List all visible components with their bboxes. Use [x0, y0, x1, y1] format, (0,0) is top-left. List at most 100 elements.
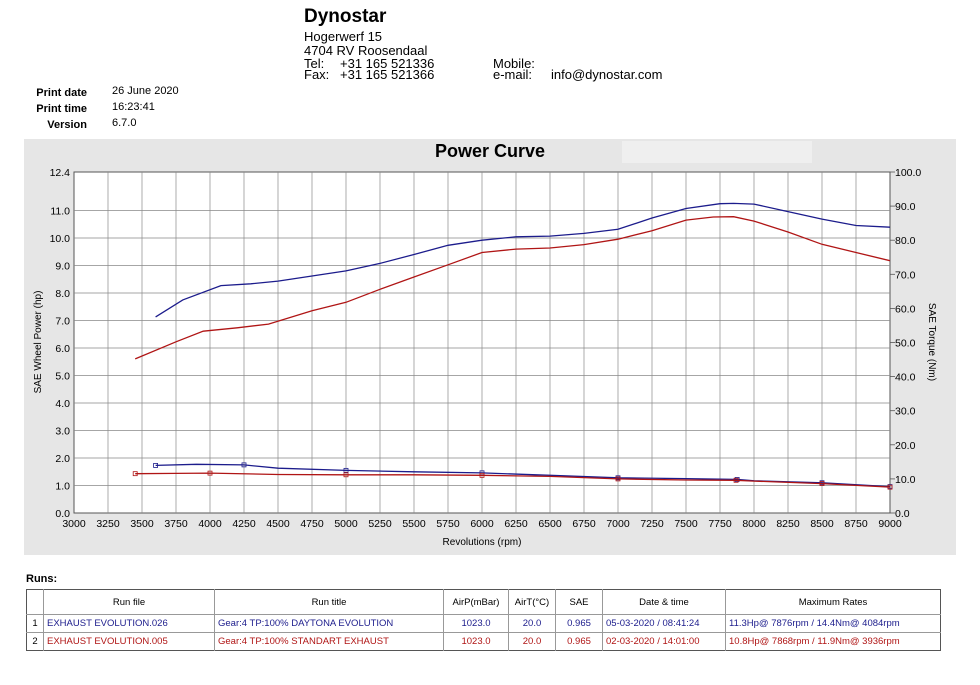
company-name: Dynostar: [304, 6, 387, 27]
y-tick-label: 9.0: [55, 261, 70, 273]
y-tick-label: 8.0: [55, 288, 70, 300]
data-point-run2: [819, 481, 825, 486]
y2-tick-label: 40.0: [895, 372, 916, 384]
y2-axis-label: SAE Torque (Nm): [926, 303, 937, 381]
x-tick-label: 7500: [674, 518, 698, 530]
y-tick-label: 12.4: [50, 167, 71, 179]
data-point-run2: [615, 476, 621, 482]
x-tick-label: 6750: [572, 518, 596, 530]
data-point-run1: [241, 462, 247, 468]
run-airt: 20.0: [508, 632, 556, 651]
run-airp: 1023.0: [443, 632, 509, 651]
data-point-run2: [887, 484, 893, 490]
x-tick-label: 4750: [300, 518, 324, 530]
run-title: Gear:4 TP:100% STANDART EXHAUST: [214, 632, 444, 651]
x-tick-label: 3250: [96, 518, 120, 530]
y-tick-label: 4.0: [55, 398, 70, 410]
run-number: 1: [26, 614, 44, 633]
data-point-run2: [733, 477, 739, 483]
x-tick-label: 5500: [402, 518, 426, 530]
y-tick-label: 7.0: [55, 316, 70, 328]
col-date-time: Date & time: [602, 589, 726, 615]
x-tick-label: 5000: [334, 518, 358, 530]
x-axis-label: Revolutions (rpm): [443, 537, 522, 548]
y2-tick-label: 90.0: [895, 201, 916, 213]
runs-header-row: Run file Run title AirP(mBar) AirT(°C) S…: [27, 589, 941, 615]
runs-label: Runs:: [26, 573, 58, 585]
grid: [74, 172, 890, 513]
x-tick-labels: 3000 3250 3500 3750 4000 4250 4500 4750 5000 5250…: [62, 518, 902, 530]
run-title: Gear:4 TP:100% DAYTONA EVOLUTION: [214, 614, 444, 633]
data-point-run1: [153, 463, 159, 468]
data-point-run2: [479, 472, 485, 478]
y2-tick-label: 70.0: [895, 269, 916, 281]
run-sae: 0.965: [555, 614, 603, 633]
y2-tick-label: 30.0: [895, 406, 916, 418]
x-tick-label: 4500: [266, 518, 290, 530]
series-line-run2-torque: [134, 216, 891, 360]
x-tick-label: 6250: [504, 518, 528, 530]
y2-tick-label: 20.0: [895, 440, 916, 452]
x-tick-label: 6000: [470, 518, 494, 530]
mobile-label: Mobile:: [493, 56, 535, 71]
y2-tick-label: 100.0: [895, 167, 921, 179]
y-tick-labels: 0.0 1.0 2.0 3.0 4.0 5.0 6.0 7.0 8.0 9.0 10.0 11.0 12…: [50, 167, 71, 520]
y2-tick-label: 60.0: [895, 303, 916, 315]
email-label: e-mail:: [493, 67, 533, 82]
col-run-title: Run title: [214, 589, 444, 615]
title-highlight: [622, 141, 812, 163]
company-city: 4704 RV Roosendaal: [304, 43, 428, 58]
run-date: 05-03-2020 / 08:41:24: [602, 614, 726, 633]
x-tick-label: 6500: [538, 518, 562, 530]
data-point-run2: [207, 470, 213, 476]
col-airp: AirP(mBar): [443, 589, 509, 615]
company-street: Hogerwerf 15: [304, 29, 383, 44]
table-row[interactable]: 1 EXHAUST EVOLUTION.026 Gear:4 TP:100% D…: [26, 614, 941, 633]
tel-number: +31 165 521336: [340, 56, 435, 71]
x-tick-label: 3000: [62, 518, 86, 530]
data-point-run1: [734, 477, 740, 482]
fax-label: Fax:: [304, 67, 330, 82]
data-point-run2: [132, 471, 138, 477]
x-tick-label: 8250: [776, 518, 800, 530]
x-tick-label: 8750: [844, 518, 868, 530]
print-time-label: Print time: [36, 103, 87, 115]
col-number: [27, 590, 44, 615]
table-row[interactable]: 2 EXHAUST EVOLUTION.005 Gear:4 TP:100% S…: [26, 632, 941, 651]
x-tick-label: 7250: [640, 518, 664, 530]
y2-tick-label: 50.0: [895, 338, 916, 350]
y2-tick-label: 80.0: [895, 235, 916, 247]
run-date: 02-03-2020 / 14:01:00: [602, 632, 726, 651]
print-date: 26 June 2020: [112, 85, 179, 97]
y-tick-label: 11.0: [50, 206, 70, 218]
x-tick-label: 5250: [368, 518, 392, 530]
run-max: 11.3Hp@ 7876rpm / 14.4Nm@ 4084rpm: [725, 614, 941, 633]
y-tick-label: 6.0: [55, 343, 70, 355]
run-file: EXHAUST EVOLUTION.026: [43, 614, 215, 633]
email-address: info@dynostar.com: [551, 67, 663, 82]
y2-tick-label: 10.0: [895, 474, 916, 486]
version-label: Version: [47, 119, 87, 131]
col-max-rates: Maximum Rates: [725, 589, 941, 615]
x-tick-label: 5750: [436, 518, 460, 530]
fax-number: +31 165 521366: [340, 67, 435, 82]
series-line-run2-power: [135, 472, 891, 488]
run-airp: 1023.0: [443, 614, 509, 633]
x-tick-label: 7000: [606, 518, 630, 530]
x-tick-label: 4250: [232, 518, 256, 530]
runs-table: Run file Run title AirP(mBar) AirT(°C) S…: [26, 589, 941, 651]
run-number: 2: [26, 632, 44, 651]
series-line-run1-torque: [155, 202, 891, 318]
run-sae: 0.965: [555, 632, 603, 651]
y-tick-label: 3.0: [55, 426, 70, 438]
y2-tick-labels: 0.0 10.0 20.0 30.0 40.0 50.0 60.0 70.0 80.0 90.0 1…: [890, 167, 921, 520]
x-tick-label: 7750: [708, 518, 732, 530]
print-date-label: Print date: [36, 87, 87, 99]
version: 6.7.0: [112, 117, 137, 129]
run-airt: 20.0: [508, 614, 556, 633]
tel-label: Tel:: [304, 56, 325, 71]
y-tick-label: 2.0: [55, 453, 70, 465]
y2-tick-label: 0.0: [895, 508, 910, 520]
chart-title: Power Curve: [434, 141, 546, 161]
x-tick-label: 3750: [164, 518, 188, 530]
